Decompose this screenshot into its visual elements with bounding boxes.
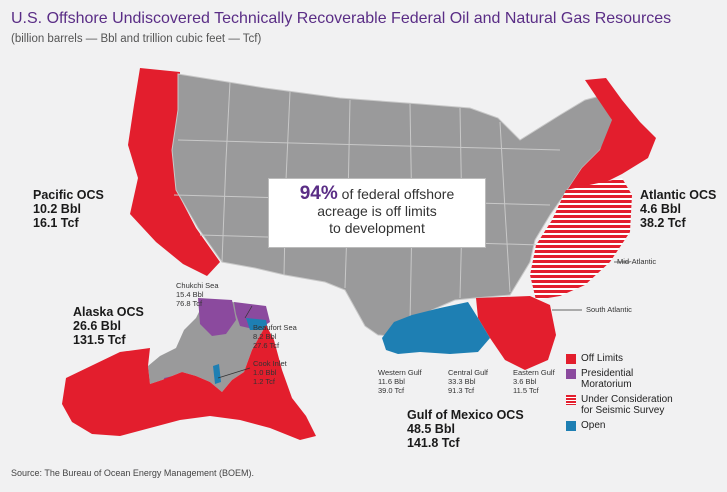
legend-swatch-seismic [566, 395, 576, 405]
chukchi-sea-moratorium [198, 298, 236, 336]
south-atlantic-label: South Atlantic [586, 305, 632, 314]
cook-inlet-label: Cook Inlet 1.0 Bbl 1.2 Tcf [253, 359, 287, 386]
callout-line1: of federal offshore [337, 186, 455, 202]
atlantic-ocs-label: Atlantic OCS 4.6 Bbl 38.2 Tcf [640, 188, 717, 230]
pacific-ocs-label: Pacific OCS 10.2 Bbl 16.1 Tcf [33, 188, 104, 230]
atlantic-seismic-survey-area [530, 178, 632, 300]
legend-swatch-open [566, 421, 576, 431]
legend-item-off-limits: Off Limits [566, 353, 673, 364]
map-subtitle: (billion barrels — Bbl and trillion cubi… [11, 33, 262, 45]
eastern-gulf-off-limits [476, 296, 556, 370]
alaska-land [148, 300, 266, 392]
cook-inlet-open [213, 364, 221, 384]
source-note: Source: The Bureau of Ocean Energy Manag… [11, 468, 254, 478]
atlantic-north-off-limits [566, 78, 656, 192]
eastern-gulf-label: Eastern Gulf 3.6 Bbl 11.5 Tcf [513, 368, 555, 395]
legend-item-moratorium: Presidential Moratorium [566, 368, 673, 390]
legend-swatch-off-limits [566, 354, 576, 364]
mid-atlantic-label: Mid-Atlantic [617, 257, 657, 266]
off-limits-callout: 94% of federal offshore acreage is off l… [268, 178, 486, 248]
callout-percent: 94% [299, 183, 338, 204]
callout-line2: acreage is off limits [317, 203, 437, 219]
map-legend: Off Limits Presidential Moratorium Under … [566, 353, 673, 435]
map-title: U.S. Offshore Undiscovered Technically R… [11, 10, 672, 27]
legend-swatch-moratorium [566, 369, 576, 379]
callout-line3: to development [329, 220, 425, 236]
alaska-ocs-label: Alaska OCS 26.6 Bbl 131.5 Tcf [73, 305, 144, 347]
beaufort-sea-label: Beaufort Sea 8.2 Bbl 27.6 Tcf [253, 323, 297, 350]
beaufort-sea-open [246, 318, 268, 330]
legend-item-seismic: Under Consideration for Seismic Survey [566, 394, 673, 416]
western-gulf-label: Western Gulf 11.6 Bbl 39.0 Tcf [378, 368, 422, 395]
central-western-gulf-open [382, 302, 490, 354]
legend-item-open: Open [566, 420, 673, 431]
state-borders [173, 81, 561, 323]
leader-lines [217, 261, 630, 379]
gulf-ocs-label: Gulf of Mexico OCS 48.5 Bbl 141.8 Tcf [407, 408, 524, 450]
alaska-off-limits [62, 325, 316, 440]
central-gulf-label: Central Gulf 33.3 Bbl 91.3 Tcf [448, 368, 489, 395]
chukchi-sea-label: Chukchi Sea 15.4 Bbl 76.8 Tcf [176, 281, 219, 308]
